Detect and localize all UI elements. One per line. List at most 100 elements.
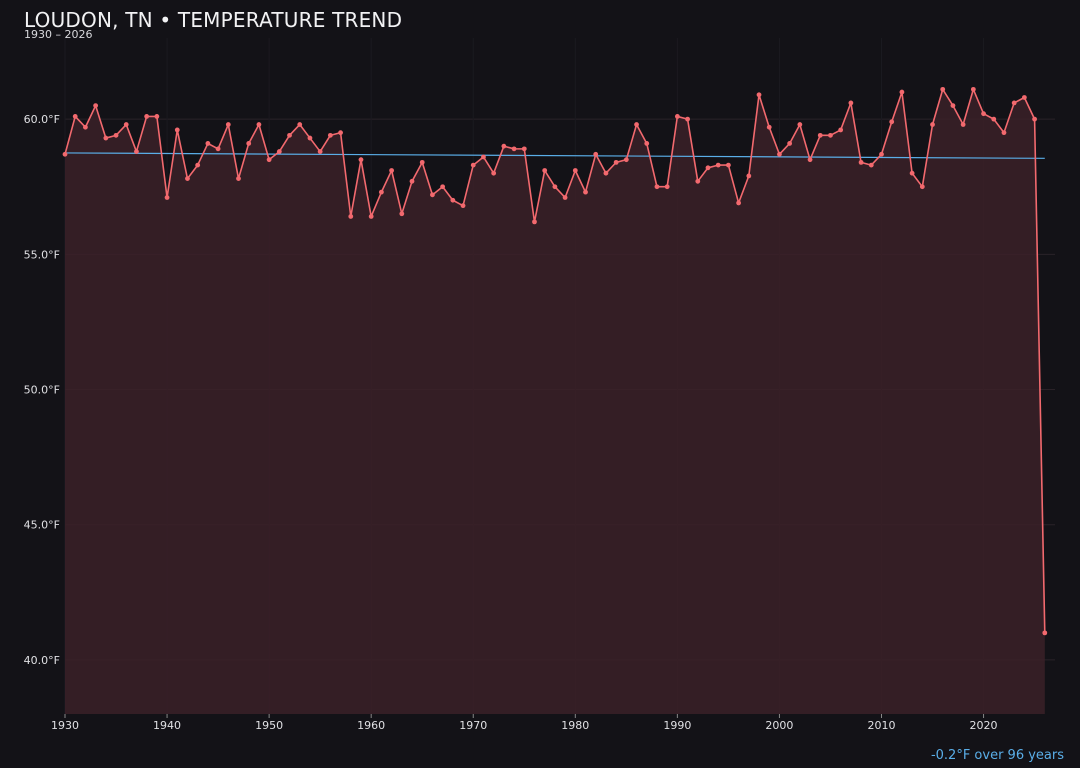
- data-point-1963: [399, 211, 405, 217]
- data-point-1995: [726, 162, 731, 168]
- y-tick-label: 55.0°F: [24, 248, 60, 261]
- data-point-1984: [613, 159, 619, 165]
- data-point-1968: [450, 197, 456, 203]
- data-point-1945: [215, 146, 221, 152]
- data-point-1938: [144, 114, 150, 119]
- data-point-1972: [491, 170, 497, 176]
- data-point-1987: [644, 141, 650, 146]
- data-point-2004: [817, 132, 823, 138]
- data-point-2016: [940, 86, 946, 92]
- data-point-1943: [195, 162, 201, 168]
- data-point-1975: [521, 146, 527, 152]
- data-point-1974: [511, 146, 517, 152]
- data-point-1955: [317, 149, 323, 154]
- data-point-1983: [603, 170, 609, 176]
- data-point-1956: [327, 132, 333, 138]
- data-point-1950: [266, 157, 272, 163]
- data-point-1973: [501, 143, 507, 149]
- x-axis-ticks: 1930 1940 1950 1960 1970 1980 1990 2000 2010 2020: [51, 714, 998, 732]
- data-point-1930: [62, 151, 68, 157]
- data-point-2000: [777, 151, 782, 157]
- chart-title: LOUDON, TN • TEMPERATURE TREND: [24, 8, 403, 32]
- data-point-2025: [1032, 116, 1037, 122]
- data-point-2011: [889, 119, 895, 125]
- data-point-1936: [123, 122, 129, 127]
- data-point-1934: [103, 135, 109, 141]
- x-tick-label: 1940: [153, 719, 181, 732]
- data-point-2002: [797, 122, 803, 127]
- data-point-1939: [154, 114, 160, 119]
- data-point-1947: [236, 176, 241, 182]
- x-tick-label: 1980: [561, 719, 589, 732]
- data-point-1985: [623, 157, 629, 163]
- data-point-2009: [868, 162, 874, 168]
- data-point-1970: [470, 162, 476, 168]
- data-point-1944: [205, 141, 211, 146]
- x-tick-label: 1960: [357, 719, 385, 732]
- data-point-1977: [542, 168, 548, 173]
- data-point-2012: [899, 89, 905, 95]
- data-point-1982: [593, 151, 599, 157]
- data-point-2015: [930, 122, 935, 127]
- data-point-2018: [960, 122, 966, 127]
- trend-line: [64, 152, 1045, 159]
- data-point-2014: [919, 184, 925, 190]
- y-tick-label: 50.0°F: [24, 384, 60, 397]
- data-point-1997: [746, 173, 752, 179]
- data-point-2007: [848, 100, 854, 106]
- data-point-1946: [225, 122, 231, 127]
- data-point-1951: [276, 149, 282, 154]
- data-point-2019: [970, 86, 976, 92]
- data-point-2026: [1042, 630, 1048, 636]
- data-point-2006: [838, 127, 844, 133]
- data-point-1961: [378, 189, 384, 195]
- data-point-2020: [981, 111, 986, 117]
- y-tick-label: 40.0°F: [24, 654, 60, 667]
- data-point-1989: [664, 184, 670, 190]
- data-point-1957: [338, 130, 343, 136]
- data-point-1941: [174, 127, 180, 133]
- data-point-1935: [113, 132, 119, 138]
- data-point-1981: [583, 189, 588, 195]
- data-point-1992: [695, 178, 701, 184]
- data-point-2021: [991, 116, 997, 122]
- data-point-1979: [562, 195, 568, 200]
- data-point-1932: [83, 124, 88, 130]
- x-tick-label: 2010: [867, 719, 895, 732]
- data-point-1960: [368, 214, 374, 219]
- data-point-2001: [787, 141, 793, 146]
- data-point-1999: [766, 124, 772, 130]
- data-point-1991: [685, 116, 690, 122]
- data-point-1964: [409, 178, 415, 184]
- y-tick-label: 60.0°F: [24, 113, 60, 126]
- data-point-1952: [287, 132, 292, 138]
- data-point-1953: [297, 122, 303, 127]
- y-axis-ticks: 40.0°F 45.0°F 50.0°F 55.0°F 60.0°F: [24, 113, 60, 667]
- temperature-area-fill: [65, 89, 1045, 715]
- data-point-1996: [736, 200, 742, 206]
- data-point-1967: [440, 184, 446, 190]
- x-tick-label: 2020: [970, 719, 998, 732]
- x-tick-label: 2000: [765, 719, 793, 732]
- data-point-1998: [756, 92, 762, 98]
- data-point-1962: [389, 168, 394, 173]
- data-point-1993: [705, 165, 711, 171]
- data-point-1940: [164, 195, 170, 200]
- data-point-2005: [828, 132, 833, 138]
- data-point-1959: [358, 157, 364, 163]
- x-tick-label: 1990: [663, 719, 691, 732]
- x-tick-label: 1950: [255, 719, 283, 732]
- data-point-1971: [481, 154, 486, 160]
- data-point-1988: [654, 184, 660, 190]
- x-tick-label: 1930: [51, 719, 79, 732]
- data-point-1958: [348, 214, 354, 219]
- data-point-1986: [634, 122, 639, 127]
- data-point-2013: [909, 170, 915, 176]
- trend-summary-note: -0.2°F over 96 years: [930, 748, 1064, 763]
- data-point-1994: [715, 162, 721, 168]
- data-point-1931: [72, 114, 78, 119]
- data-point-1980: [572, 168, 578, 173]
- data-point-1942: [185, 176, 190, 182]
- y-tick-label: 45.0°F: [24, 519, 60, 532]
